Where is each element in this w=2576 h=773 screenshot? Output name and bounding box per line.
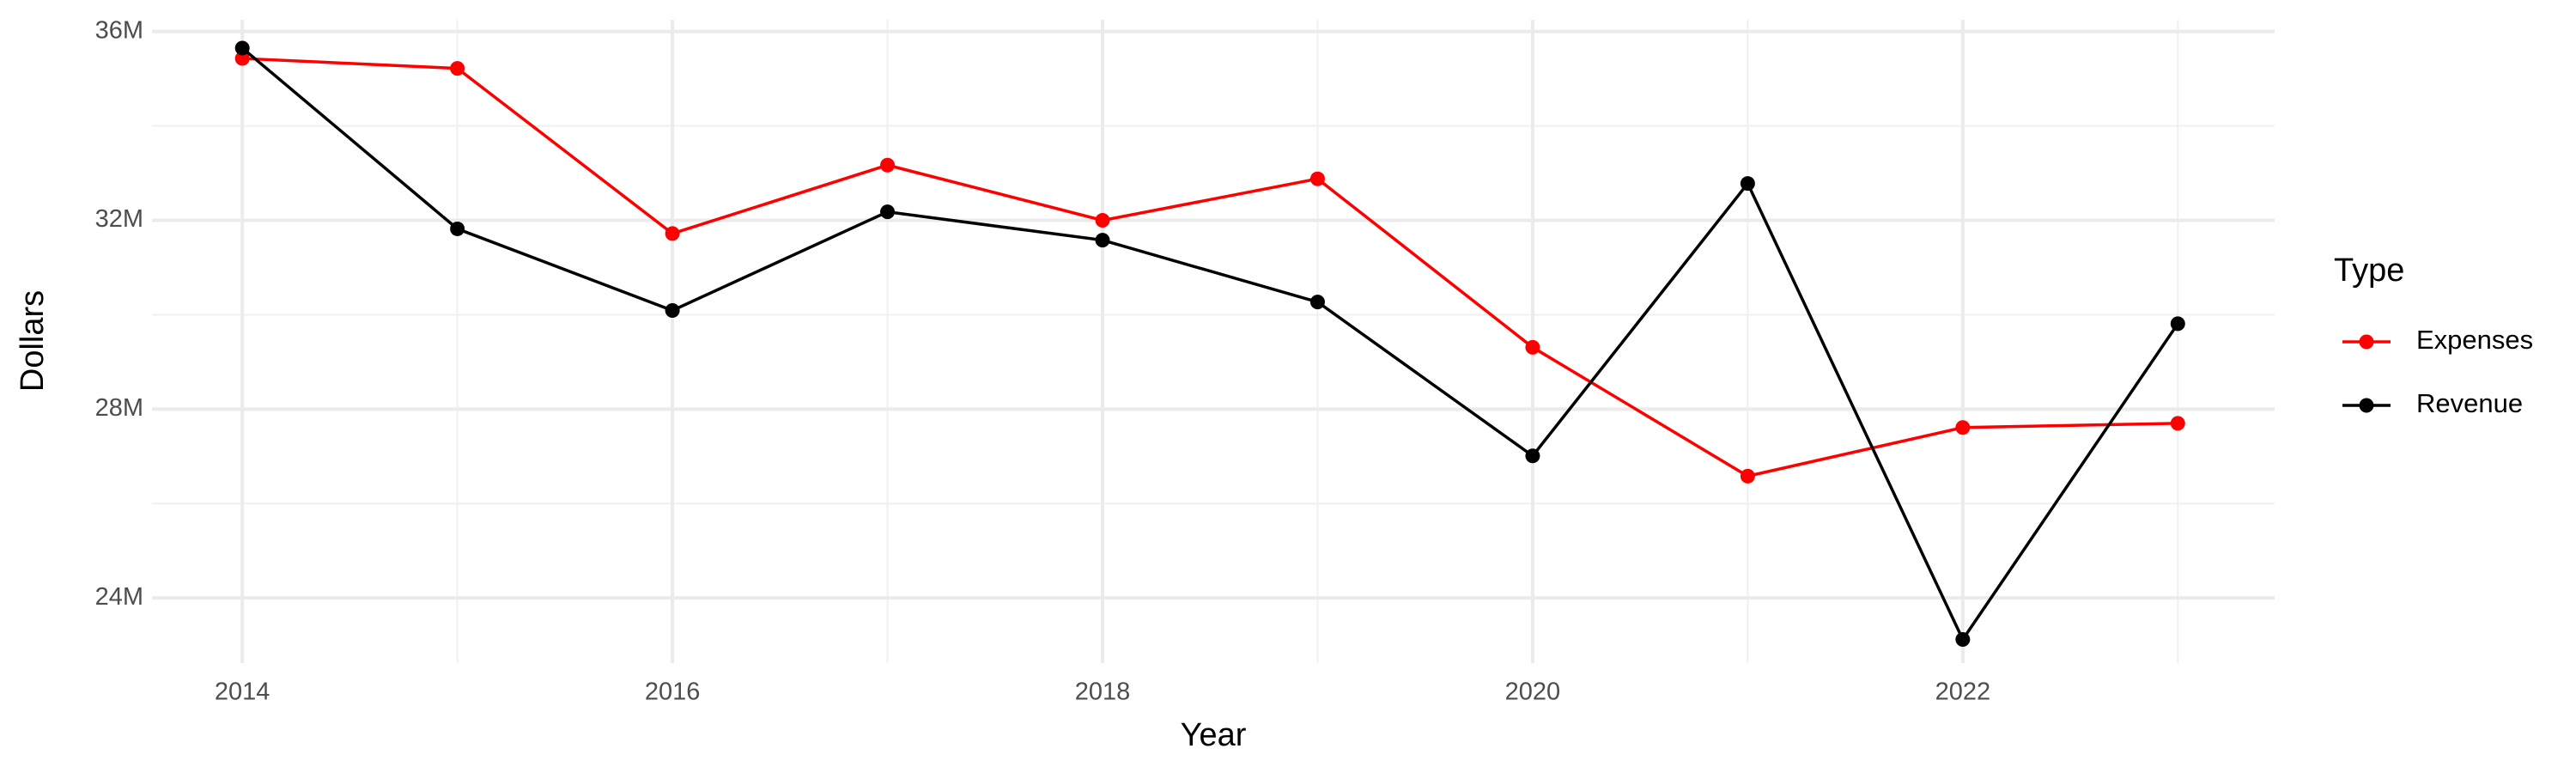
data-point	[665, 303, 680, 319]
legend-label: Expenses	[2416, 325, 2533, 355]
y-tick-label: 36M	[95, 16, 143, 44]
data-point	[450, 61, 465, 76]
data-point	[234, 40, 250, 56]
data-point	[234, 51, 250, 66]
data-point	[1525, 339, 1540, 355]
data-point	[1095, 213, 1110, 228]
legend-label: Revenue	[2416, 388, 2523, 418]
series-line	[242, 57, 2178, 478]
x-tick-label: 2014	[215, 679, 270, 706]
x-tick-label: 2020	[1505, 679, 1561, 706]
data-point	[1525, 448, 1540, 464]
y-tick-label: 28M	[95, 394, 143, 422]
data-point	[1740, 176, 1755, 192]
legend-title: Type	[2334, 253, 2404, 289]
data-point	[665, 226, 680, 241]
data-point	[1309, 295, 1325, 310]
data-point	[1309, 171, 1325, 186]
y-tick-label: 32M	[95, 205, 143, 233]
x-tick-label: 2016	[645, 679, 701, 706]
data-point	[1955, 420, 1971, 435]
data-point	[2170, 416, 2185, 431]
data-point	[450, 221, 465, 236]
series-line	[241, 46, 2179, 643]
data-point	[2170, 316, 2185, 332]
data-point	[1955, 632, 1971, 648]
x-axis-title: Year	[1181, 717, 1247, 753]
legend-swatch-point	[2359, 398, 2374, 413]
y-axis-title: Dollars	[15, 290, 51, 392]
data-point	[1740, 468, 1755, 484]
data-point	[1095, 233, 1110, 248]
x-tick-label: 2022	[1935, 679, 1991, 706]
data-point	[880, 157, 896, 173]
legend-swatch-point	[2359, 334, 2374, 350]
y-tick-label: 24M	[95, 583, 143, 611]
x-tick-label: 2018	[1075, 679, 1131, 706]
data-point	[880, 204, 896, 220]
